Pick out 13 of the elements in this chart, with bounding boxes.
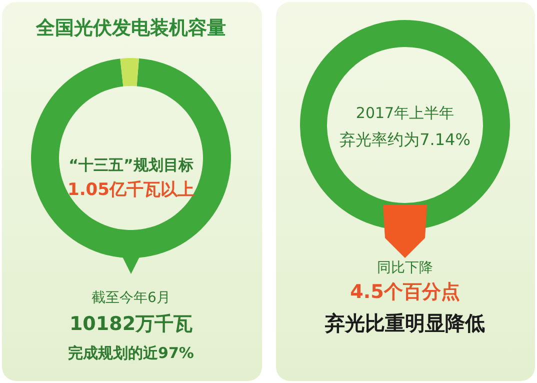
text: 同比下降 [377, 260, 433, 276]
text: 1.05亿千瓦以上 [68, 180, 194, 200]
text: 完成规划的近97% [68, 344, 194, 362]
text: 4.5个百分点 [350, 281, 460, 303]
donut-slice [120, 58, 139, 86]
text: “十三五”规划目标 [68, 156, 194, 174]
text: 2017年上半年 [356, 104, 454, 122]
donut-slice [31, 58, 231, 258]
chart-title: 全国光伏发电装机容量 [35, 17, 226, 39]
text: 弃光比重明显降低 [324, 311, 485, 335]
text: 10182万千瓦 [69, 313, 193, 335]
text: 弃光率约为7.14% [340, 130, 470, 149]
text: 截至今年6月 [92, 290, 170, 306]
